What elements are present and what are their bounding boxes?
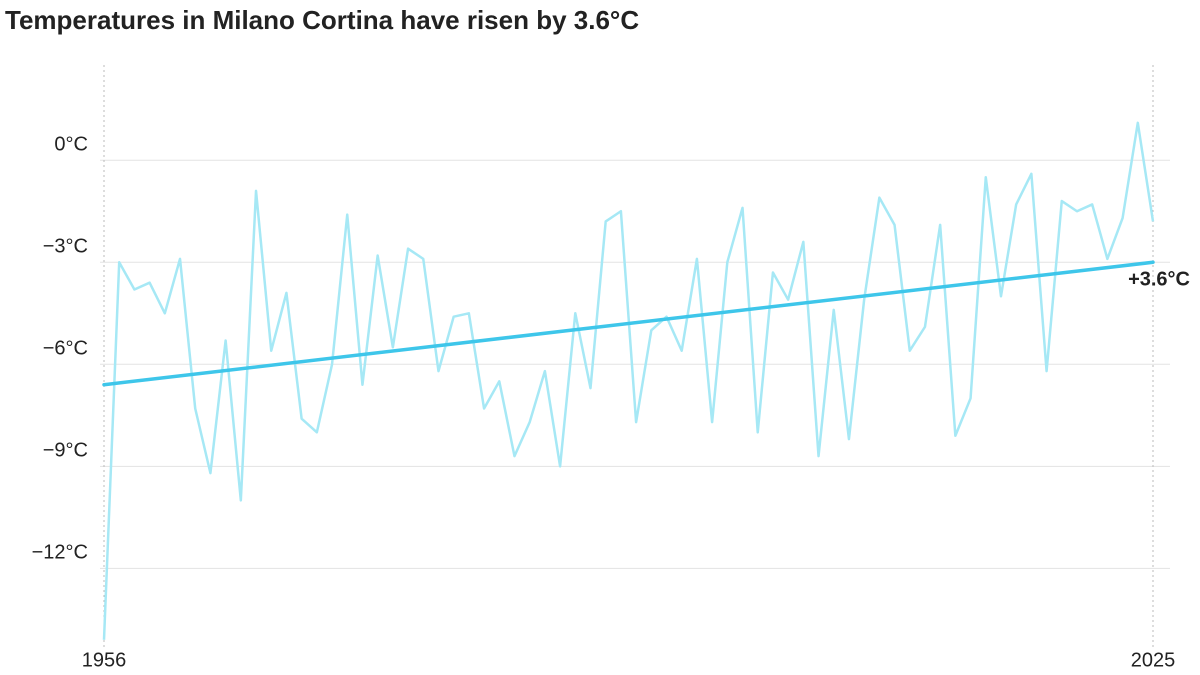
y-tick-label: −3°C <box>43 236 88 258</box>
x-tick-label: 1956 <box>82 649 127 671</box>
x-tick-label: 2025 <box>1131 649 1176 671</box>
trend-line <box>102 260 1155 387</box>
y-tick-label: −6°C <box>43 338 88 360</box>
trend-label: +3.6°C <box>1128 269 1190 291</box>
chart-title: Temperatures in Milano Cortina have rise… <box>5 5 639 35</box>
y-tick-label: −9°C <box>43 440 88 462</box>
y-tick-label: 0°C <box>54 134 88 156</box>
y-tick-label: −12°C <box>32 542 88 564</box>
data-line <box>102 121 1155 640</box>
